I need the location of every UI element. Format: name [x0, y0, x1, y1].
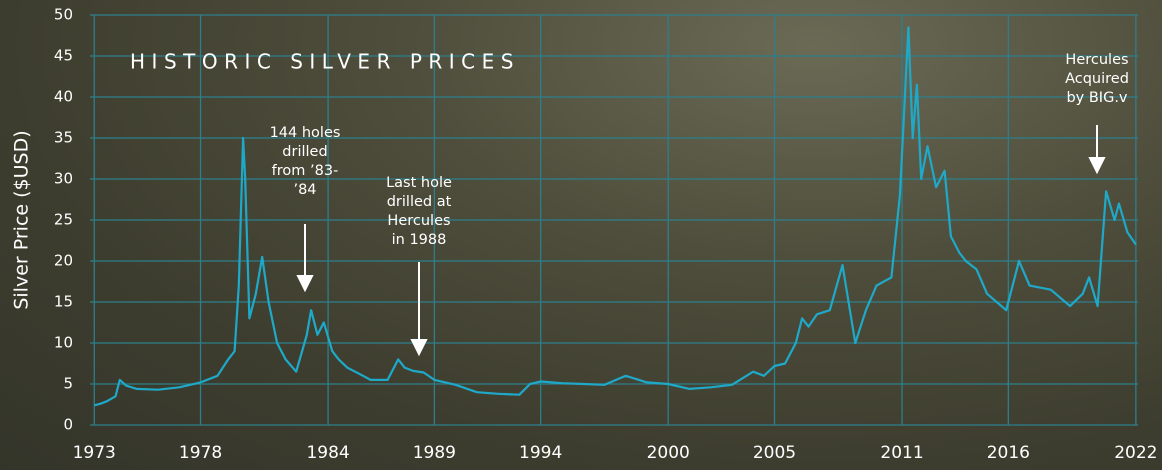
y-tick-label: 35 — [54, 129, 73, 147]
annotation-text: by BIG.v — [1066, 90, 1127, 106]
annotation-text: ’84 — [293, 182, 316, 198]
annotation-text: drilled at — [387, 194, 452, 210]
annotation-text: Hercules — [387, 213, 450, 229]
annotation-text: Last hole — [386, 175, 452, 191]
y-tick-label: 0 — [63, 416, 73, 434]
plot: 0 5 10 15 20 25 30 35 40 45 50 1973 1978 1984 1989 1994… — [54, 6, 1158, 464]
y-tick-label: 10 — [54, 334, 73, 352]
arrow-head — [412, 340, 426, 354]
y-tick-label: 25 — [54, 211, 73, 229]
x-tick-label: 2016 — [987, 443, 1030, 463]
annotation-text: in 1988 — [392, 232, 447, 248]
x-tick-label: 1989 — [413, 443, 456, 463]
y-tick-label: 15 — [54, 293, 73, 311]
x-tick-label: 2022 — [1114, 443, 1157, 463]
annotation-text: Hercules — [1065, 52, 1128, 68]
y-axis-label: Silver Price ($USD) — [11, 130, 33, 309]
price-line — [94, 27, 1136, 405]
y-tick-label: 45 — [54, 47, 73, 65]
x-tick-label: 2000 — [647, 443, 690, 463]
annotation-text: from ’83- — [272, 163, 339, 179]
x-tick-label: 1994 — [519, 443, 562, 463]
y-tick-label: 50 — [54, 6, 73, 24]
annotation-text: Acquired — [1065, 71, 1129, 87]
x-tick-label: 2011 — [880, 443, 923, 463]
arrow-head — [298, 276, 312, 290]
y-tick-label: 20 — [54, 252, 73, 270]
x-tick-label: 1973 — [73, 443, 116, 463]
y-tick-label: 30 — [54, 170, 73, 188]
chart-title: HISTORIC SILVER PRICES — [130, 50, 520, 74]
y-tick-label: 40 — [54, 88, 73, 106]
x-tick-label: 1984 — [306, 443, 349, 463]
annotation-text: drilled — [282, 144, 327, 160]
chart: 0 5 10 15 20 25 30 35 40 45 50 1973 1978 1984 1989 1994… — [0, 0, 1162, 470]
annotation-text: 144 holes — [270, 125, 341, 141]
page: 0 5 10 15 20 25 30 35 40 45 50 1973 1978 1984 1989 1994… — [0, 0, 1162, 470]
y-tick-label: 5 — [63, 375, 73, 393]
arrow-head — [1090, 158, 1104, 172]
x-tick-label: 2005 — [753, 443, 796, 463]
x-tick-label: 1978 — [179, 443, 222, 463]
